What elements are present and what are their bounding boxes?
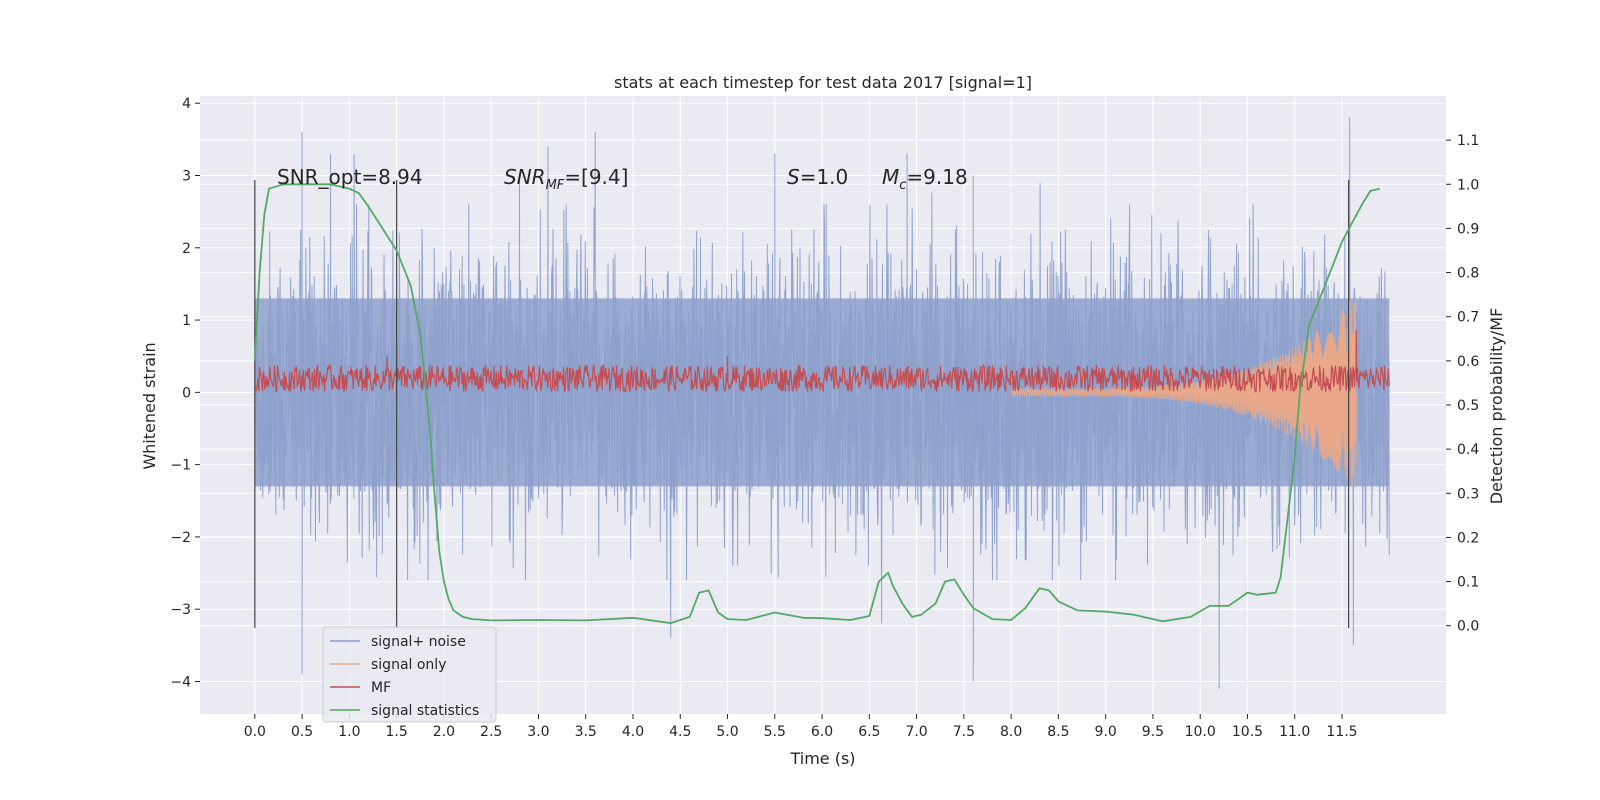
y-right-tick-label-4: 0.4 [1457, 442, 1479, 458]
annotation-mc: Mc=9.18 [882, 165, 968, 193]
y-tick-label-0: −4 [170, 674, 191, 690]
y-axis-ticks-right: 0.0 0.1 0.2 0.3 0.4 0.5 0.6 0.7 0.8 0.9 1.0 1.1 [1446, 133, 1479, 635]
legend: signal+ noise signal only MF signal stat… [322, 626, 497, 723]
annotation-snr-opt: SNR_opt=8.94 [277, 165, 423, 189]
signal-only-trace [1010, 296, 1357, 487]
x-tick-label-10: 5.0 [716, 724, 738, 740]
y-right-tick-label-3: 0.3 [1457, 486, 1479, 502]
annotation-mc-sub: c [899, 178, 906, 193]
noise-trace [254, 117, 1390, 689]
x-tick-label-15: 7.5 [953, 724, 975, 740]
x-tick-label-11: 5.5 [764, 724, 786, 740]
y-right-tick-label-11: 1.1 [1457, 133, 1479, 149]
annotation-s-main: S [787, 165, 800, 189]
x-tick-label-22: 11.0 [1279, 724, 1310, 740]
y-tick-label-5: 1 [182, 313, 191, 329]
y-right-tick-label-10: 1.0 [1457, 177, 1479, 193]
x-tick-label-16: 8.0 [1000, 724, 1022, 740]
x-axis-title: Time (s) [789, 749, 855, 768]
signal-statistics-line [253, 183, 1381, 624]
annotation-mc-main: M [882, 165, 899, 189]
x-tick-label-3: 1.5 [386, 724, 408, 740]
chart-title: stats at each timestep for test data 201… [614, 73, 1032, 92]
series-signal-only [1010, 296, 1357, 487]
annotation-snr-mf-value: =[9.4] [564, 165, 628, 189]
annotation-snr-mf-main: SNR [504, 165, 546, 189]
x-tick-label-1: 0.5 [291, 724, 313, 740]
series-mf [254, 329, 1390, 394]
mf-trace [254, 329, 1390, 394]
annotation-s-value: =1.0 [800, 165, 849, 189]
y-tick-label-3: −1 [170, 458, 191, 474]
x-tick-label-21: 10.5 [1232, 724, 1263, 740]
y-right-tick-label-6: 0.6 [1457, 354, 1479, 370]
x-tick-label-2: 1.0 [338, 724, 360, 740]
annotation-snr-mf-sub: MF [546, 178, 565, 193]
y-tick-label-1: −3 [170, 602, 191, 618]
x-tick-label-17: 8.5 [1047, 724, 1069, 740]
annotation-snr-mf: SNRMF=[9.4] [504, 165, 628, 193]
y-right-tick-label-2: 0.2 [1457, 530, 1479, 546]
y-tick-label-6: 2 [182, 241, 191, 257]
y-right-tick-label-0: 0.0 [1457, 619, 1479, 635]
x-tick-label-5: 2.5 [480, 724, 502, 740]
legend-box [322, 626, 497, 723]
y-axis-ticks-left: −4 −3 −2 −1 0 1 2 3 4 [170, 96, 200, 690]
y-tick-label-2: −2 [170, 530, 191, 546]
legend-label-signal-only: signal only [371, 657, 446, 673]
legend-label-signal-statistics: signal statistics [371, 703, 479, 719]
series-signal-statistics [253, 183, 1381, 624]
x-tick-label-13: 6.5 [858, 724, 880, 740]
y-axis-title-left: Whitened strain [140, 342, 159, 469]
x-tick-label-8: 4.0 [622, 724, 644, 740]
x-tick-label-6: 3.0 [527, 724, 549, 740]
y-tick-label-4: 0 [182, 385, 191, 401]
x-tick-label-19: 9.5 [1142, 724, 1164, 740]
x-tick-label-14: 7.0 [905, 724, 927, 740]
y-axis-title-right: Detection probability/MF [1487, 308, 1506, 505]
annotation-mc-value: =9.18 [906, 165, 967, 189]
y-right-tick-label-7: 0.7 [1457, 310, 1479, 326]
x-tick-label-18: 9.0 [1095, 724, 1117, 740]
y-right-tick-label-8: 0.8 [1457, 266, 1479, 282]
x-tick-label-23: 11.5 [1326, 724, 1357, 740]
x-tick-label-9: 4.5 [669, 724, 691, 740]
x-tick-label-7: 3.5 [575, 724, 597, 740]
y-right-tick-label-1: 0.1 [1457, 575, 1479, 591]
annotation-s: S=1.0 [787, 165, 848, 189]
x-tick-label-0: 0.0 [244, 724, 266, 740]
x-tick-label-12: 6.0 [811, 724, 833, 740]
x-axis-ticks: 0.0 0.5 1.0 1.5 2.0 2.5 3.0 3.5 4.0 4.5 5.0 5.5 6.0 6… [244, 714, 1358, 740]
y-right-tick-label-9: 0.9 [1457, 221, 1479, 237]
y-tick-label-7: 3 [182, 169, 191, 185]
legend-label-signal-plus-noise: signal+ noise [371, 634, 466, 650]
y-right-tick-label-5: 0.5 [1457, 398, 1479, 414]
legend-label-mf: MF [371, 680, 391, 696]
vertical-markers [254, 180, 1350, 628]
x-tick-label-4: 2.0 [433, 724, 455, 740]
y-tick-label-8: 4 [182, 96, 191, 112]
x-tick-label-20: 10.0 [1185, 724, 1216, 740]
